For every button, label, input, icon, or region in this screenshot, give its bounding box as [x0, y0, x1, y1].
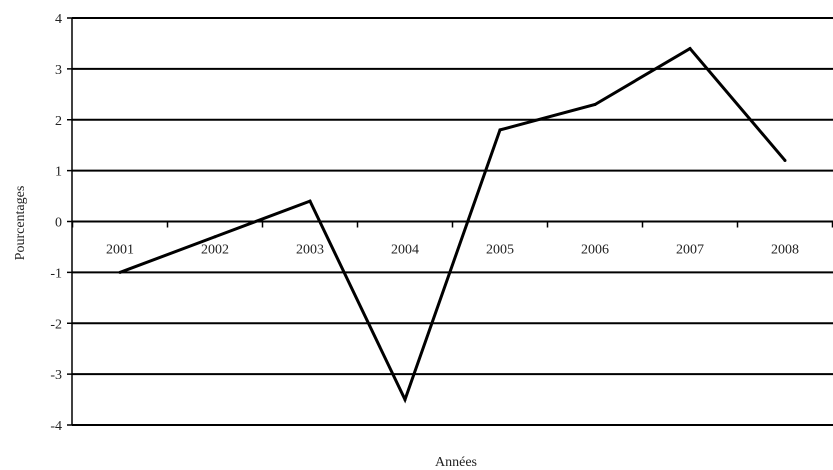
y-tick-label: 4: [55, 12, 62, 27]
y-tick-label: -1: [50, 266, 62, 281]
x-category-label: 2001: [106, 243, 134, 258]
data-point: [213, 235, 217, 239]
data-point: [308, 199, 312, 203]
y-axis-tick-labels: 4 3 2 1 0 -1 -2 -3 -4: [50, 12, 62, 434]
y-tick-label: 3: [55, 63, 62, 78]
x-category-label: 2005: [486, 243, 514, 258]
data-point: [118, 270, 122, 274]
y-tick-label: -2: [50, 317, 62, 332]
series-line: [119, 46, 787, 404]
gridlines: [67, 17, 833, 426]
y-tick-label: 1: [55, 165, 62, 180]
x-axis-title: Années: [435, 455, 477, 470]
x-category-label: 2007: [676, 243, 704, 258]
series-lines: [118, 46, 787, 404]
x-category-label: 2002: [201, 243, 229, 258]
data-point: [498, 128, 502, 132]
x-category-label: 2004: [391, 243, 419, 258]
data-point: [593, 102, 597, 106]
data-point: [403, 398, 407, 402]
x-category-label: 2003: [296, 243, 324, 258]
y-tick-label: -4: [50, 419, 62, 434]
x-category-label: 2006: [581, 243, 609, 258]
y-axis-title: Pourcentages: [13, 186, 28, 261]
x-axis-category-labels: 2001 2002 2003 2004 2005 2006 2007 2008: [106, 243, 799, 258]
data-point: [783, 158, 787, 162]
data-point: [688, 47, 692, 51]
y-tick-label: -3: [50, 368, 62, 383]
x-category-label: 2008: [771, 243, 799, 258]
y-tick-label: 2: [55, 114, 62, 129]
y-tick-label: 0: [55, 216, 62, 231]
